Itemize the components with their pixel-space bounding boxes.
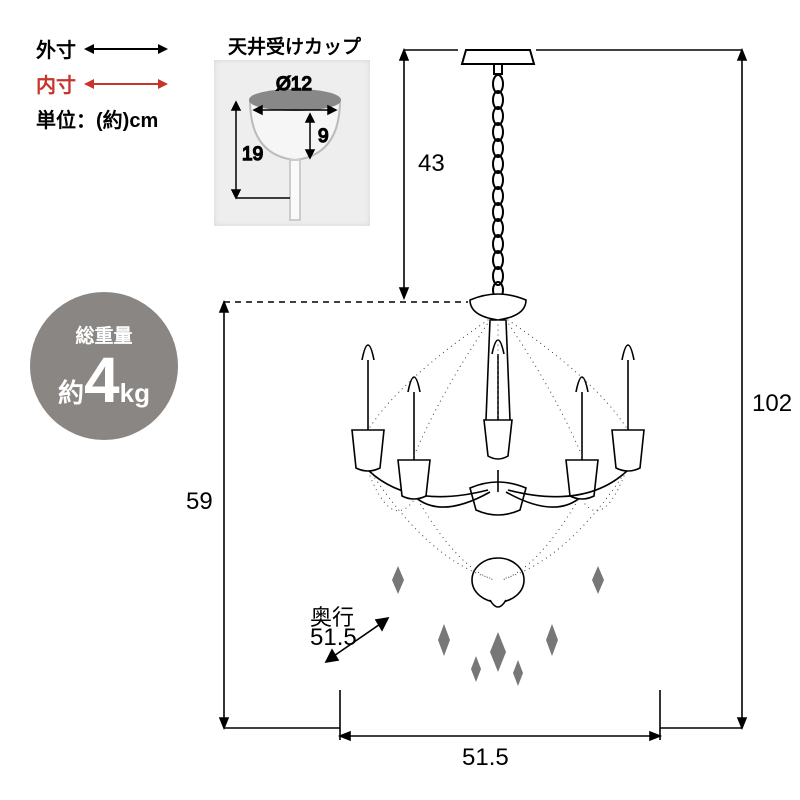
diagram: 外寸 内寸 単位：(約)cm 天井受けカップ 総重量 約 4 kg 43 59 … <box>0 0 800 800</box>
cup-dia-text: Ø12 <box>276 74 312 95</box>
cup-h-text: 19 <box>242 144 263 165</box>
cup-inner-text: 9 <box>318 126 329 147</box>
line-art: Ø12 9 19 <box>0 0 800 800</box>
